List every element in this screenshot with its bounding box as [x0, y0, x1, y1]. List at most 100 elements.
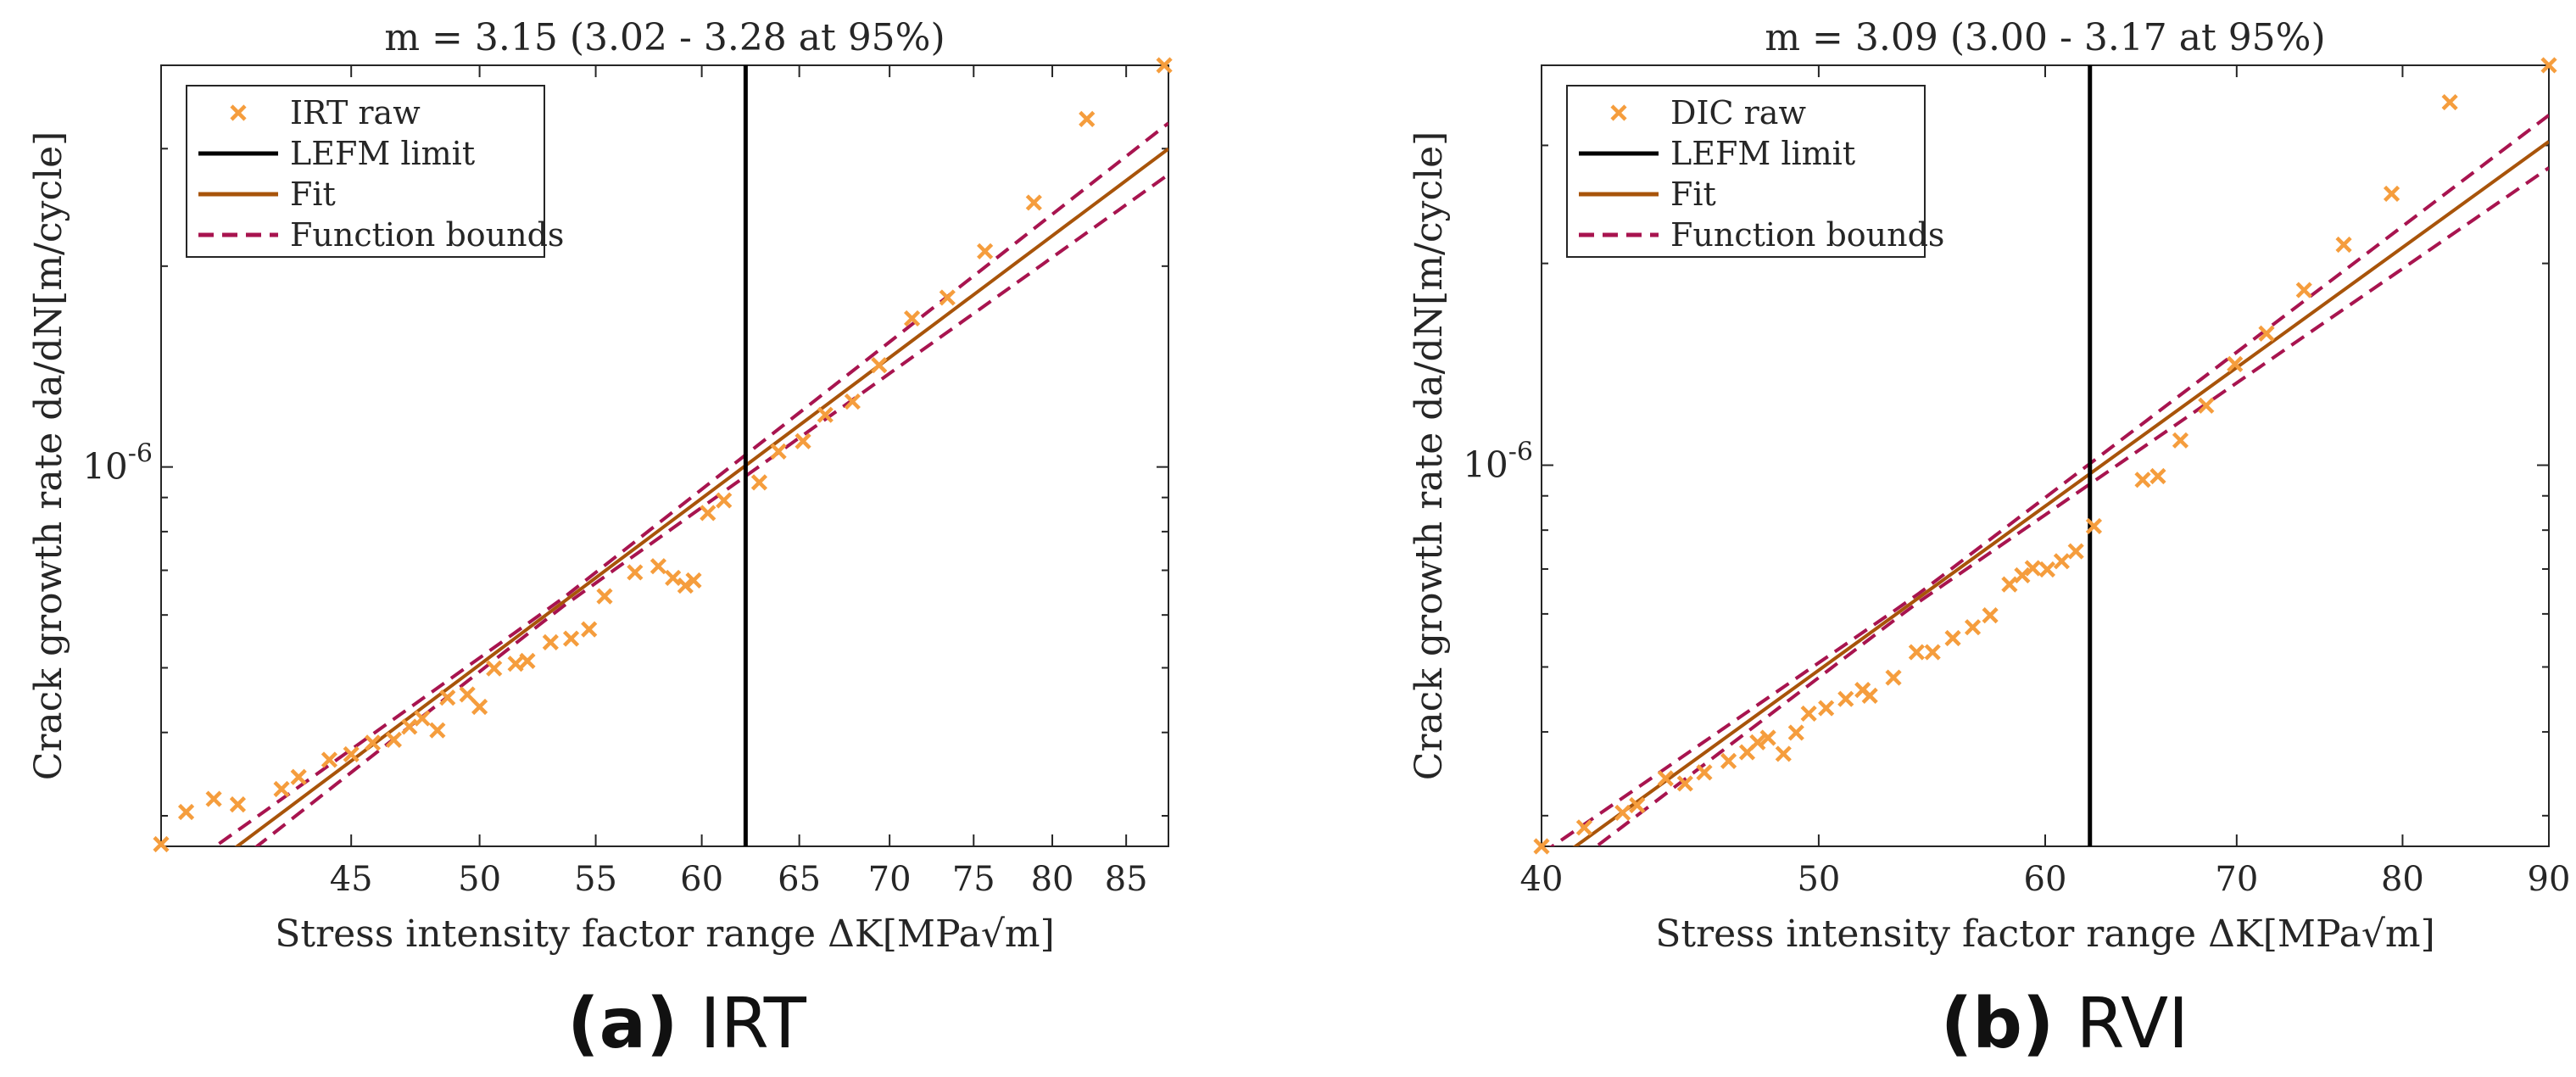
raw-point — [939, 289, 956, 306]
raw-point — [364, 734, 382, 751]
plot-area — [212, 65, 1168, 846]
raw-point — [401, 718, 418, 735]
raw-point — [1720, 752, 1737, 769]
raw-point — [581, 621, 598, 638]
raw-point — [1818, 700, 1835, 717]
upper-bound-line — [212, 121, 1168, 846]
raw-point — [1676, 775, 1693, 792]
raw-point — [2024, 560, 2041, 577]
legend-marker-raw — [230, 104, 247, 121]
raw-point — [177, 803, 195, 821]
raw-point — [542, 633, 559, 650]
raw-point — [459, 686, 476, 703]
x-tick-label: 85 — [1105, 860, 1148, 899]
fit-line — [1572, 140, 2549, 846]
raw-point — [1908, 644, 1925, 661]
legend-label: DIC raw — [1670, 94, 1806, 131]
raw-points — [1533, 57, 2557, 855]
raw-point — [1924, 644, 1941, 661]
raw-point — [770, 443, 787, 460]
raw-point — [471, 698, 488, 716]
x-tick-label: 65 — [778, 860, 821, 899]
raw-point — [2441, 93, 2458, 111]
raw-point — [2227, 355, 2244, 372]
raw-point — [1759, 729, 1776, 746]
raw-point — [1944, 629, 1961, 647]
lower-bound-line — [1593, 166, 2549, 846]
raw-point — [2172, 432, 2189, 449]
raw-point — [429, 722, 446, 739]
legend-label: LEFM limit — [1670, 135, 1855, 172]
raw-point — [519, 652, 536, 669]
caption-b-text: RVI — [2054, 984, 2189, 1064]
raw-point — [385, 731, 402, 748]
x-tick-label: 45 — [330, 860, 373, 899]
raw-point — [2053, 553, 2070, 570]
x-tick-label: 60 — [680, 860, 723, 899]
axes-frame — [160, 64, 1169, 847]
x-axis-label: Stress intensity factor range ΔK[MPa√m] — [275, 912, 1055, 956]
x-tick-label: 90 — [2528, 860, 2571, 899]
raw-point — [2540, 57, 2557, 74]
x-axis-label: Stress intensity factor range ΔK[MPa√m] — [1655, 912, 2435, 956]
raw-point — [596, 588, 613, 605]
raw-point — [486, 660, 503, 677]
raw-point — [665, 569, 682, 587]
raw-point — [2149, 467, 2166, 485]
raw-point — [685, 572, 702, 589]
raw-point — [700, 505, 716, 522]
raw-point — [716, 492, 733, 509]
x-tick-label: 70 — [2215, 860, 2258, 899]
y-axis-label: Crack growth rate da/dN[m/cycle] — [27, 131, 70, 781]
raw-point — [1749, 734, 1766, 751]
lower-bound-line — [254, 173, 1168, 846]
legend-label: IRT raw — [290, 94, 421, 131]
chart-panel-b: 40 50 60 70 80 90 10-6 m = 3.09 (3.00 - 3.17 at… — [1408, 16, 2570, 956]
legend-box — [186, 85, 545, 258]
x-tick-label: 80 — [1031, 860, 1074, 899]
raw-point — [2067, 543, 2084, 560]
legend-label: Function bounds — [1670, 216, 1944, 254]
legend-label: Function bounds — [290, 216, 564, 254]
raw-point — [439, 689, 456, 706]
raw-point — [1885, 669, 1902, 686]
raw-point — [205, 790, 222, 807]
raw-point — [2014, 566, 2031, 584]
raw-point — [1614, 804, 1631, 822]
upper-bound-line — [1549, 114, 2549, 846]
legend-label: Fit — [1670, 176, 1716, 213]
raw-point — [795, 432, 811, 449]
raw-point — [650, 558, 667, 575]
x-tick-label: 55 — [574, 860, 617, 899]
raw-point — [2335, 236, 2352, 254]
y-axis-label: Crack growth rate da/dN[m/cycle] — [1408, 131, 1451, 781]
raw-point — [1964, 619, 1982, 636]
raw-point — [2001, 576, 2018, 593]
fit-line — [234, 147, 1168, 846]
raw-point — [2258, 325, 2275, 342]
plot-area — [1549, 65, 2549, 846]
raw-point — [1861, 687, 1878, 704]
raw-point — [1787, 724, 1804, 741]
raw-point — [750, 474, 768, 491]
chart-panel-a: 45 50 55 60 65 70 75 80 85 10-6 m = 3.15 (3.02 - 3… — [27, 16, 1173, 956]
raw-point — [977, 243, 994, 259]
raw-point — [2134, 472, 2151, 488]
raw-point — [1025, 194, 1042, 211]
raw-point — [229, 796, 247, 813]
x-tick-label: 40 — [1520, 860, 1564, 899]
raw-point — [343, 745, 360, 763]
raw-point — [2295, 282, 2312, 299]
x-tick-label: 50 — [1797, 860, 1840, 899]
raw-point — [1079, 110, 1096, 127]
raw-point — [153, 835, 170, 853]
chart-title: m = 3.09 (3.00 - 3.17 at 95%) — [1765, 16, 2325, 59]
legend-label: Fit — [290, 176, 336, 213]
caption-b-letter: (b) — [1940, 984, 2055, 1064]
raw-point — [1837, 690, 1854, 707]
x-tick-label: 50 — [458, 860, 501, 899]
raw-point — [903, 310, 921, 327]
raw-point — [1575, 819, 1592, 836]
raw-point — [507, 656, 524, 672]
